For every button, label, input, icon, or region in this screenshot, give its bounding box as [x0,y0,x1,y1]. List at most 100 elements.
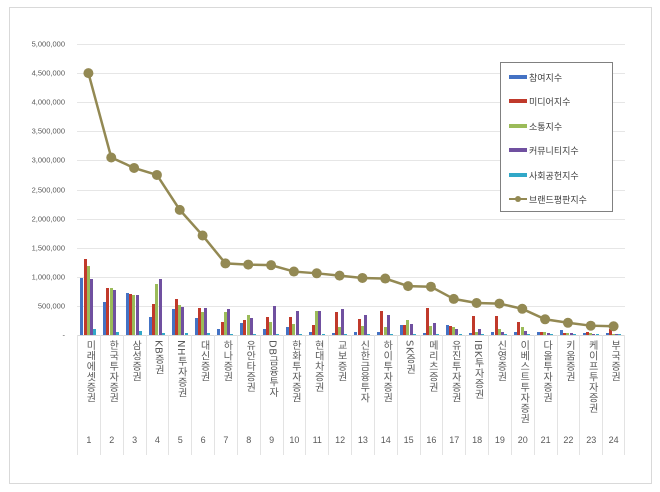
bar [158,278,162,335]
bar [197,308,201,335]
category-column: 삼성증권 3 [122,335,146,455]
bar [520,327,524,335]
bar [171,308,175,335]
legend-label: 커뮤니티지수 [529,146,579,157]
bar [184,332,188,335]
rank-label: 3 [132,435,138,445]
bar [80,277,84,335]
bar [246,314,250,335]
line-marker [197,230,208,241]
bar [161,332,165,335]
legend-label: 소통지수 [529,122,563,133]
bar [86,266,90,335]
category-label: IBK투자증권 [472,340,484,400]
media-swatch-icon [509,99,527,103]
bar [517,322,521,335]
bar [615,333,619,335]
bar [592,333,596,335]
category-column: 현대차증권 11 [305,335,328,455]
category-label: NH투자증권 [175,340,187,398]
category-column: 다올투자증권 21 [533,335,557,455]
category-label: 유진투자증권 [449,340,461,403]
line-marker [220,258,231,269]
bar [390,334,394,335]
bar [207,333,211,335]
bar [432,323,436,335]
category-label: 한국투자증권 [106,340,118,403]
bar [354,331,358,335]
category-column: 유안타증권 8 [236,335,260,455]
bar [253,333,257,335]
rank-label: 19 [494,435,505,445]
bar [269,321,273,335]
bar [155,284,159,335]
bar [409,323,413,335]
gridline [77,190,625,191]
bar [563,332,567,335]
bar [194,318,198,335]
legend-item-brand-reputation: 브랜드평판지수 [509,192,587,206]
rank-label: 5 [177,435,183,445]
y-tick-label: 5,000,000 [31,39,65,49]
bar [589,333,593,335]
y-tick-label: 1,000,000 [31,272,65,282]
bar [491,332,495,335]
category-label: 신한금융투자 [357,340,369,403]
bar [364,315,368,335]
bar [298,334,302,335]
category-column: 유진투자증권 17 [442,335,465,455]
category-column: 키움증권 22 [556,335,580,455]
rank-label: 21 [540,435,551,445]
bar [181,307,185,335]
bar [474,331,478,335]
line-marker [357,272,368,283]
bar [315,311,319,335]
bar [566,333,570,335]
bar [152,304,156,335]
bar [435,334,439,335]
category-label: 다올투자증권 [540,340,552,403]
rank-label: 18 [472,435,483,445]
bar [135,294,139,335]
bar [243,319,247,335]
bar [471,315,475,335]
bar [468,332,472,335]
community-swatch-icon [509,148,527,152]
rank-label: 15 [403,435,414,445]
bar [445,325,449,335]
bar [504,334,508,335]
line-marker [83,68,94,79]
bar [223,312,227,335]
rank-label: 10 [289,435,300,445]
category-label: DB금융투자 [266,340,278,398]
bar [429,325,433,335]
bar [90,279,94,335]
bar [377,332,381,335]
bar [595,334,599,335]
rank-label: 20 [517,435,528,445]
bar [357,318,361,335]
bar [618,334,622,335]
bar [386,315,390,335]
category-label: 신영증권 [494,340,506,382]
bar [93,328,97,335]
rank-label: 12 [335,435,346,445]
bar [132,294,136,335]
brand-reputation-line [83,68,619,332]
bar [321,334,325,335]
bar [116,331,120,335]
category-column: 신영증권 19 [488,335,511,455]
bar [249,317,253,335]
bar [380,310,384,335]
bar [494,316,498,335]
bar [344,334,348,335]
category-label: 교보증권 [335,340,347,382]
line-marker [448,293,459,304]
rank-label: 17 [449,435,460,445]
participation-swatch-icon [509,75,527,79]
line-marker [334,270,345,281]
bar [458,334,462,335]
bar [497,328,501,335]
rank-label: 13 [357,435,368,445]
gridline [77,73,625,74]
